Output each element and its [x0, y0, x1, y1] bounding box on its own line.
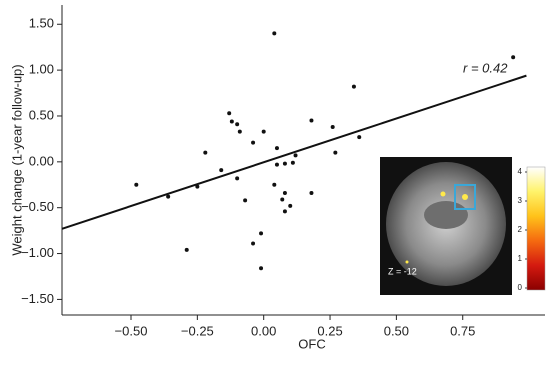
- colorbar-tick-label: 0: [518, 283, 523, 292]
- colorbar: [527, 167, 545, 290]
- point: [243, 198, 247, 202]
- y-axis-label: Weight change (1-year follow-up): [9, 64, 24, 255]
- y-tick-label: 1.00: [29, 62, 54, 77]
- y-tick-label: −1.50: [21, 291, 54, 306]
- x-axis-label: OFC: [298, 336, 325, 351]
- point: [309, 191, 313, 195]
- point: [280, 197, 284, 201]
- point: [219, 168, 223, 172]
- x-tick-label: 0.50: [384, 323, 409, 338]
- point: [235, 122, 239, 126]
- point: [272, 31, 276, 35]
- point: [259, 231, 263, 235]
- point: [333, 151, 337, 155]
- point: [235, 176, 239, 180]
- brain-region: [424, 201, 468, 229]
- colorbar-tick-label: 3: [518, 196, 523, 205]
- point: [352, 85, 356, 89]
- point: [309, 119, 313, 123]
- point: [294, 153, 298, 157]
- chart: Z = -12 1.50 1.00 0.50 0.00 −0.50 −1.00 −1.50 −…: [0, 0, 547, 374]
- y-tick-label: −1.00: [21, 245, 54, 260]
- y-tick-label: −0.50: [21, 199, 54, 214]
- point: [357, 135, 361, 139]
- point: [251, 241, 255, 245]
- annotation: r = 0.42: [463, 60, 508, 75]
- colorbar-tick-label: 2: [518, 225, 523, 234]
- point: [331, 125, 335, 129]
- x-tick-label: 0.75: [450, 323, 475, 338]
- point: [134, 183, 138, 187]
- point: [238, 130, 242, 134]
- point: [262, 130, 266, 134]
- point: [283, 162, 287, 166]
- x-tick-label: −0.25: [181, 323, 214, 338]
- point: [283, 209, 287, 213]
- point: [511, 55, 515, 59]
- point: [227, 111, 231, 115]
- point: [195, 185, 199, 189]
- point: [185, 248, 189, 252]
- y-tick-label: 0.50: [29, 107, 54, 122]
- x-tick-label: −0.50: [115, 323, 148, 338]
- inset-label: Z = -12: [388, 266, 417, 276]
- activation: [441, 192, 446, 197]
- activation: [462, 194, 468, 200]
- point: [275, 163, 279, 167]
- y-tick-label: 1.50: [29, 16, 54, 31]
- point: [251, 141, 255, 145]
- point: [203, 151, 207, 155]
- point: [259, 266, 263, 270]
- point: [288, 204, 292, 208]
- colorbar-tick-label: 1: [518, 254, 523, 263]
- colorbar-tick-label: 4: [518, 167, 523, 176]
- point: [230, 119, 234, 123]
- point: [275, 146, 279, 150]
- point: [291, 161, 295, 165]
- x-tick-label: 0.00: [251, 323, 276, 338]
- point: [283, 191, 287, 195]
- y-tick-label: 0.00: [29, 153, 54, 168]
- point: [272, 183, 276, 187]
- activation: [406, 261, 409, 264]
- point: [166, 195, 170, 199]
